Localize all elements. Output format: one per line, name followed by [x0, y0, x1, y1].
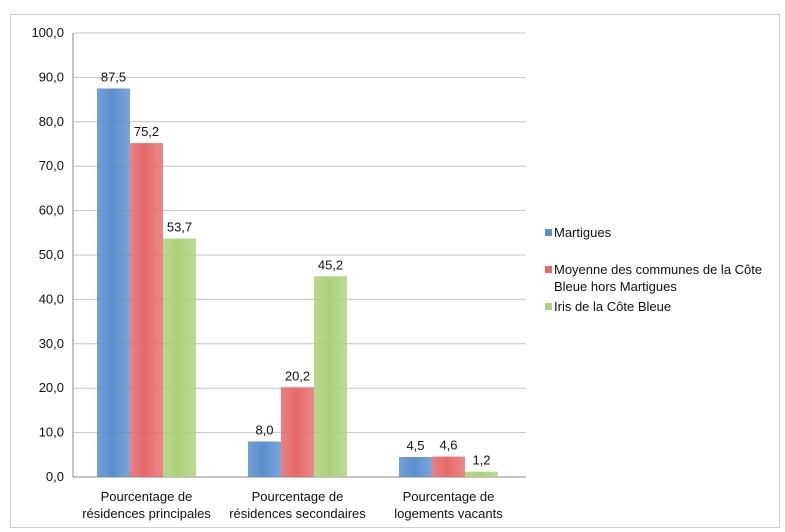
- data-label: 53,7: [167, 220, 192, 235]
- bars: [97, 88, 498, 477]
- data-label: 75,2: [134, 124, 159, 139]
- bar: [248, 441, 281, 477]
- x-axis: Pourcentage de résidences principales Pour…: [82, 489, 503, 521]
- legend-label: Martigues: [554, 225, 612, 240]
- bar: [465, 471, 498, 477]
- bar: [432, 456, 465, 477]
- y-tick-label: 100,0: [31, 25, 64, 40]
- y-tick-label: 10,0: [39, 425, 64, 440]
- bar: [399, 457, 432, 477]
- bar: [163, 238, 196, 477]
- data-label: 8,0: [255, 422, 273, 437]
- data-label: 1,2: [472, 453, 490, 468]
- data-label: 87,5: [101, 70, 126, 85]
- x-category-label: résidences principales: [82, 506, 211, 521]
- y-tick-label: 40,0: [39, 291, 64, 306]
- data-label: 45,2: [318, 257, 343, 272]
- legend-label: Iris de la Côte Bleue: [554, 299, 671, 314]
- bar: [130, 143, 163, 477]
- data-label: 20,2: [285, 368, 310, 383]
- bar: [281, 387, 314, 477]
- legend-swatch: [545, 229, 552, 236]
- y-tick-label: 30,0: [39, 336, 64, 351]
- data-label: 4,6: [439, 438, 457, 453]
- x-category-label: Pourcentage de: [403, 489, 495, 504]
- bar: [314, 276, 347, 477]
- legend-swatch: [545, 303, 552, 310]
- legend-label: Bleue hors Martigues: [554, 279, 677, 294]
- y-axis: 0,0 10,0 20,0 30,0 40,0 50,0 60,0 70,0 80,0 90,0 1…: [31, 25, 74, 484]
- y-tick-label: 80,0: [39, 114, 64, 129]
- y-tick-label: 60,0: [39, 203, 64, 218]
- data-labels: 87,5 75,2 53,7 8,0 20,2 45,2 4,5 4,6 1,2: [101, 70, 491, 468]
- y-tick-label: 0,0: [46, 469, 64, 484]
- y-tick-label: 70,0: [39, 158, 64, 173]
- x-category-label: Pourcentage de: [101, 489, 193, 504]
- y-tick-label: 50,0: [39, 247, 64, 262]
- legend-label: Moyenne des communes de la Côte: [554, 262, 762, 277]
- y-tick-label: 90,0: [39, 69, 64, 84]
- x-category-label: résidences secondaires: [229, 506, 366, 521]
- data-label: 4,5: [406, 438, 424, 453]
- legend-swatch: [545, 266, 552, 273]
- y-tick-label: 20,0: [39, 380, 64, 395]
- x-category-label: logements vacants: [394, 506, 503, 521]
- legend: Martigues Moyenne des communes de la Côte…: [545, 225, 762, 314]
- bar: [97, 88, 130, 477]
- x-category-label: Pourcentage de: [252, 489, 344, 504]
